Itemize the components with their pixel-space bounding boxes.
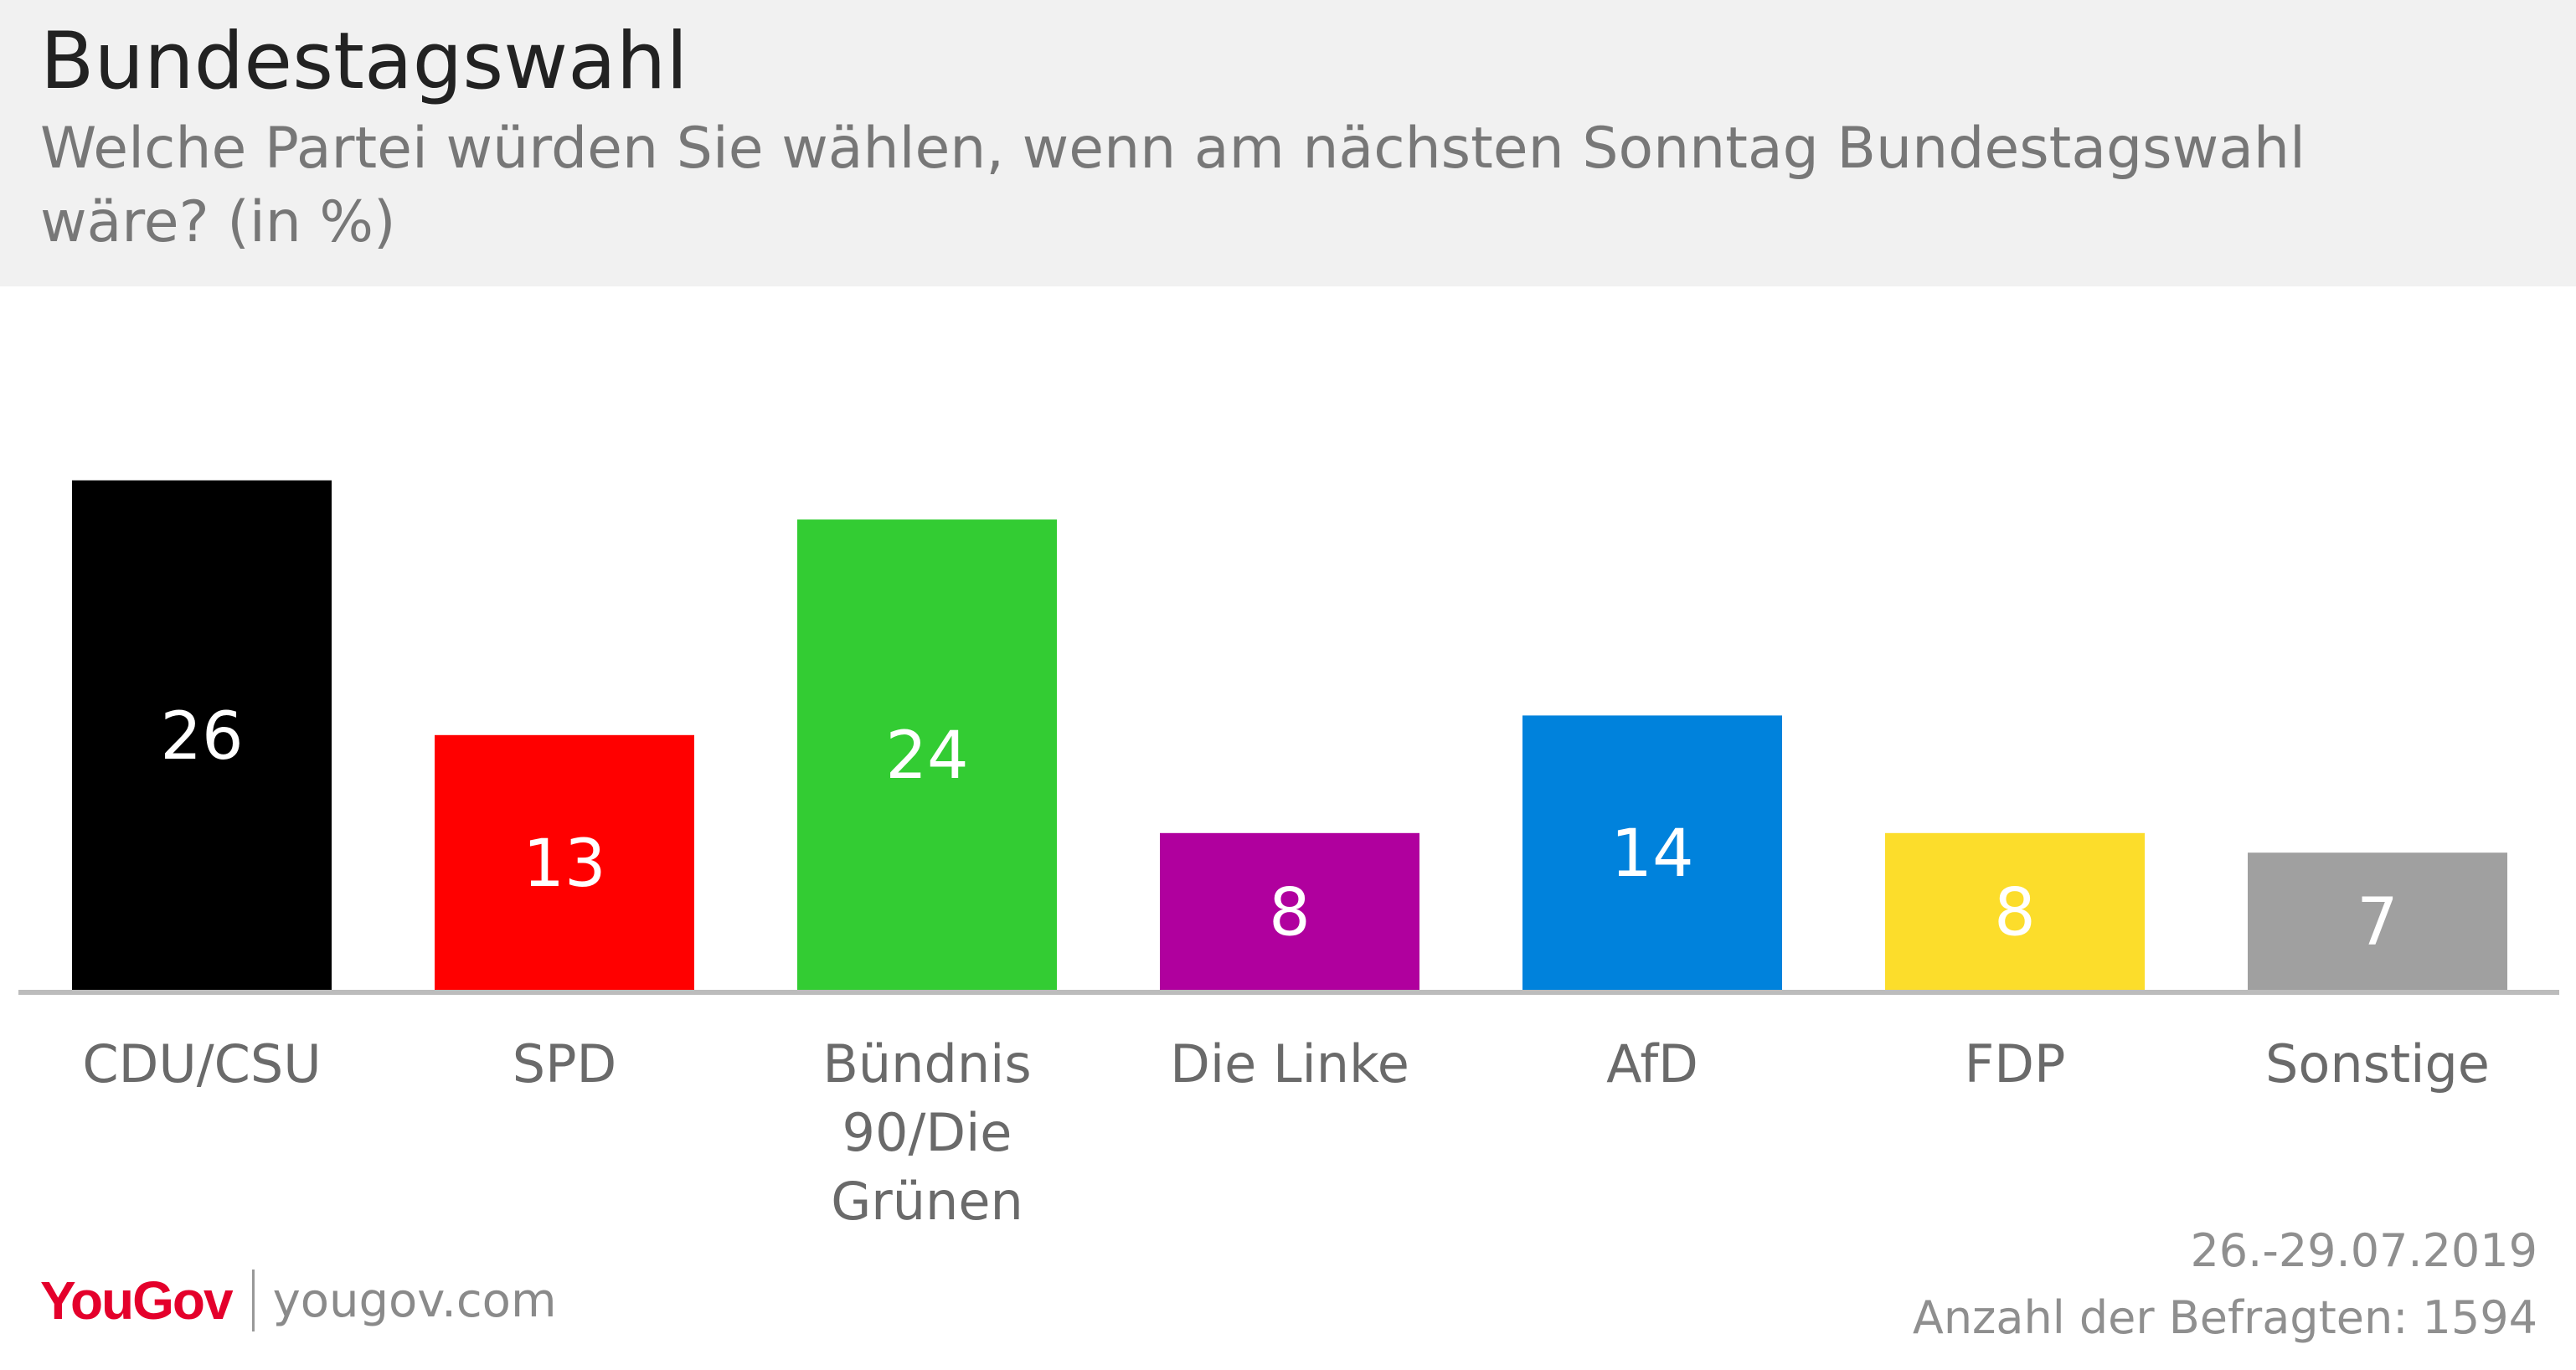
category-label-line: Sonstige bbox=[2265, 1033, 2490, 1094]
bar-group-1: 26 CDU/CSU bbox=[72, 480, 332, 1094]
yougov-brand-logo: YouGov bbox=[40, 1270, 234, 1331]
logo-divider bbox=[251, 1270, 255, 1331]
bar-group-6: 8 FDP bbox=[1885, 832, 2145, 1094]
chart-header: Bundestagswahl Welche Partei würden Sie … bbox=[0, 0, 2576, 286]
bar-group-3: 24 Bündnis 90/Die Grünen bbox=[797, 519, 1057, 1232]
category-label-line: 90/Die bbox=[842, 1102, 1012, 1163]
sample-size: Anzahl der Befragten: 1594 bbox=[1912, 1291, 2537, 1344]
category-label-line: Die Linke bbox=[1170, 1033, 1409, 1094]
bar-group-2: 13 SPD bbox=[435, 734, 694, 1094]
category-label-line: Grünen bbox=[831, 1171, 1023, 1232]
chart-footnote: 26.-29.07.2019 Anzahl der Befragten: 159… bbox=[1913, 1218, 2537, 1352]
survey-date: 26.-29.07.2019 bbox=[2190, 1224, 2537, 1277]
category-label-line: FDP bbox=[1965, 1033, 2066, 1094]
category-label-line: Bündnis bbox=[822, 1033, 1031, 1094]
bar bbox=[1885, 832, 2145, 990]
category-label: Sonstige bbox=[2265, 1033, 2490, 1094]
bar-value-label: 8 bbox=[1994, 875, 2036, 950]
bar-group-5: 14 AfD bbox=[1522, 715, 1782, 1094]
bar-value-label: 7 bbox=[2357, 885, 2398, 961]
bar-group-4: 8 Die Linke bbox=[1160, 832, 1419, 1094]
bar-value-label: 14 bbox=[1610, 816, 1693, 892]
category-label-line: AfD bbox=[1606, 1033, 1698, 1094]
category-label-line: SPD bbox=[513, 1033, 616, 1094]
bar bbox=[797, 519, 1057, 990]
category-label: CDU/CSU bbox=[82, 1033, 321, 1094]
bar bbox=[1522, 715, 1782, 990]
category-label: Die Linke bbox=[1170, 1033, 1409, 1094]
bar bbox=[72, 480, 332, 990]
bar-value-label: 24 bbox=[885, 718, 968, 794]
bar bbox=[1160, 832, 1419, 990]
bar-value-label: 26 bbox=[160, 699, 243, 775]
category-label: SPD bbox=[513, 1033, 616, 1094]
bar-group-7: 7 Sonstige bbox=[2248, 852, 2507, 1094]
chart-title: Bundestagswahl bbox=[40, 16, 688, 107]
yougov-logo: YouGov yougov.com bbox=[40, 1263, 557, 1338]
chart-subtitle: Welche Partei würden Sie wählen, wenn am… bbox=[40, 116, 2306, 255]
category-label: FDP bbox=[1965, 1033, 2066, 1094]
yougov-url: yougov.com bbox=[272, 1273, 557, 1328]
category-label-line: CDU/CSU bbox=[82, 1033, 321, 1094]
bar-value-label: 8 bbox=[1269, 875, 1311, 950]
bar-value-label: 13 bbox=[523, 827, 605, 902]
bar bbox=[435, 734, 694, 990]
bar bbox=[2248, 852, 2507, 990]
category-label: AfD bbox=[1606, 1033, 1698, 1094]
category-label: Bündnis 90/Die Grünen bbox=[822, 1033, 1031, 1232]
